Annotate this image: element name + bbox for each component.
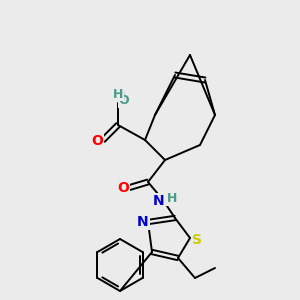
Text: H: H	[113, 88, 123, 100]
Text: O: O	[91, 134, 103, 148]
Text: N: N	[153, 194, 165, 208]
Text: H: H	[167, 193, 177, 206]
Text: O: O	[119, 94, 129, 107]
Text: H: H	[115, 89, 125, 103]
Text: N: N	[137, 215, 149, 229]
Text: S: S	[192, 233, 202, 247]
Text: H: H	[114, 88, 124, 101]
Text: O: O	[117, 181, 129, 195]
